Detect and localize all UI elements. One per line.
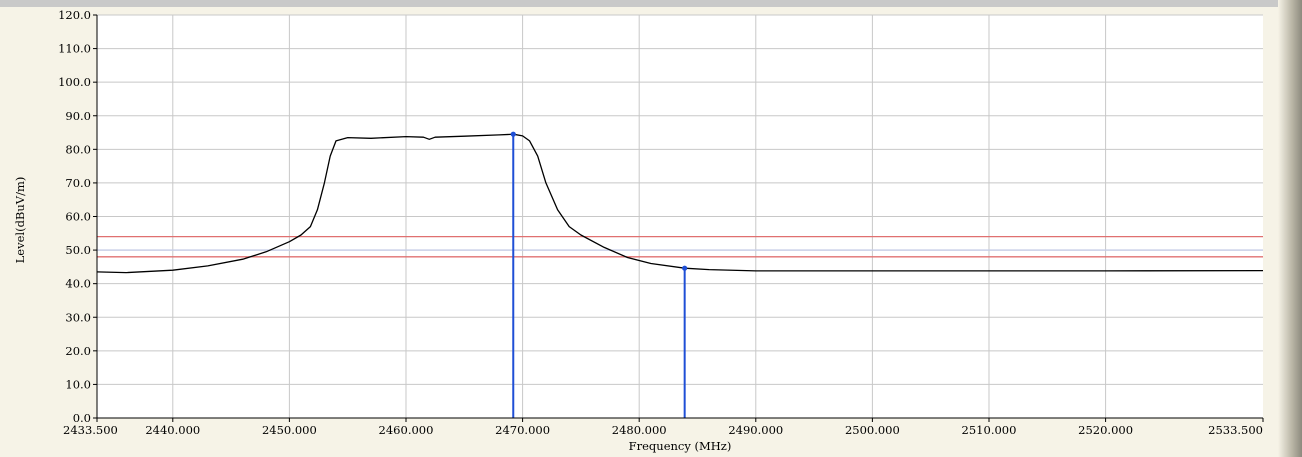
y-tick-label: 50.0 xyxy=(65,243,91,257)
y-tick-label: 90.0 xyxy=(65,109,91,123)
marker-layer xyxy=(510,131,688,418)
y-tick-label: 100.0 xyxy=(58,75,91,89)
y-tick-label: 40.0 xyxy=(65,277,91,291)
x-tick-labels: 2433.500 2440.000 2450.000 2460.000 2470.000… xyxy=(63,418,1264,437)
x-tick-label: 2500.000 xyxy=(845,423,900,437)
y-tick-label: 0.0 xyxy=(73,411,91,425)
x-axis-title: Frequency (MHz) xyxy=(629,439,732,453)
x-tick-label: 2520.000 xyxy=(1078,423,1133,437)
marker-point xyxy=(682,265,688,271)
y-tick-label: 20.0 xyxy=(65,344,91,358)
y-tick-labels: 0.0 10.0 20.0 30.0 40.0 50.0 60.0 70.0 80.0 90.0 1… xyxy=(58,8,97,425)
limit-lines xyxy=(97,235,1263,258)
x-tick-label: 2510.000 xyxy=(962,423,1017,437)
y-tick-label: 70.0 xyxy=(65,176,91,190)
y-tick-label: 10.0 xyxy=(65,377,91,391)
y-axis-title: Level(dBuV/m) xyxy=(13,177,27,264)
x-tick-label: 2480.000 xyxy=(612,423,667,437)
window-right-edge xyxy=(1278,0,1302,457)
y-tick-label: 30.0 xyxy=(65,310,91,324)
window-top-strip xyxy=(0,0,1302,7)
grid-layer xyxy=(97,14,1263,418)
x-tick-label: 2433.500 xyxy=(63,423,118,437)
y-tick-label: 80.0 xyxy=(65,142,91,156)
y-tick-label: 60.0 xyxy=(65,210,91,224)
x-tick-label: 2490.000 xyxy=(728,423,783,437)
x-tick-label: 2470.000 xyxy=(495,423,550,437)
marker-point xyxy=(510,131,516,137)
x-tick-label: 2440.000 xyxy=(145,423,200,437)
x-tick-label: 2460.000 xyxy=(379,423,434,437)
series-layer xyxy=(96,133,1264,274)
y-tick-label: 120.0 xyxy=(58,8,91,22)
series-line xyxy=(96,133,1264,274)
x-tick-label: 2533.500 xyxy=(1208,423,1263,437)
y-tick-label: 110.0 xyxy=(58,42,91,56)
x-tick-label: 2450.000 xyxy=(262,423,317,437)
